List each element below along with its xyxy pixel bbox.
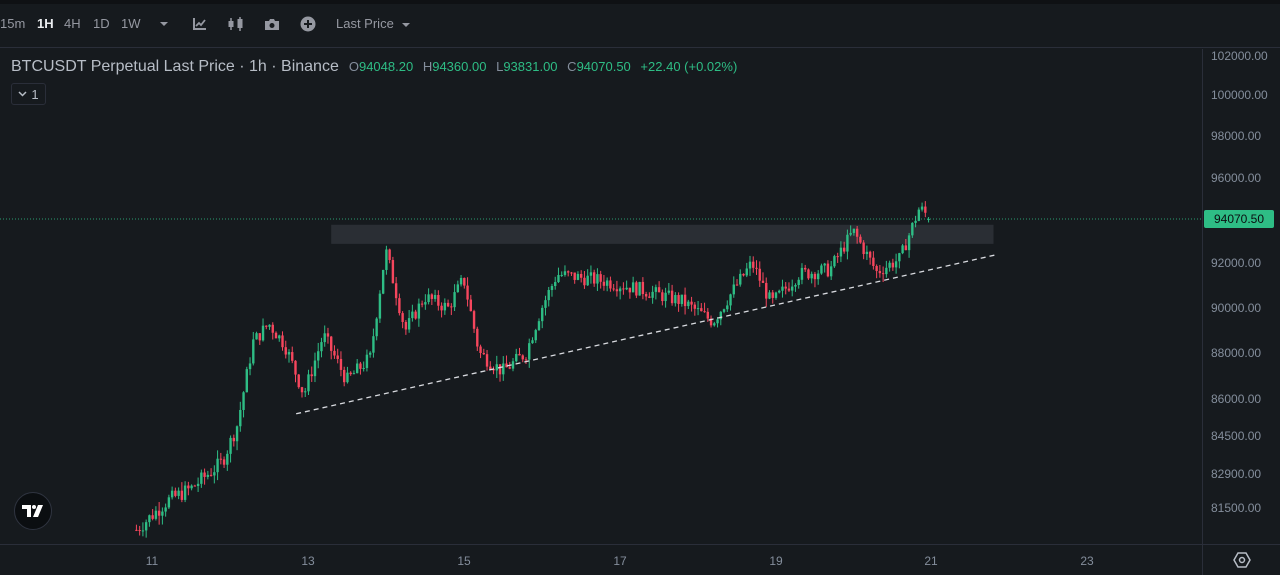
price-tick-label: 102000.00 <box>1211 49 1268 63</box>
symbol-title: BTCUSDT Perpetual Last Price · 1h · Bina… <box>11 58 339 75</box>
price-tick-label: 81500.00 <box>1211 501 1262 515</box>
plus-circle-icon[interactable] <box>298 14 318 34</box>
tradingview-icon <box>22 505 43 517</box>
candlestick-chart[interactable] <box>0 49 1202 544</box>
interval-4h[interactable]: 4H <box>64 16 81 31</box>
settings-hexagon-icon <box>1232 552 1251 568</box>
interval-1h[interactable]: 1H <box>37 16 54 31</box>
price-tick-label: 100000.00 <box>1211 88 1268 102</box>
price-tick-label: 84500.00 <box>1211 429 1262 443</box>
time-tick-label: 19 <box>769 554 783 568</box>
collapse-indicators-button[interactable]: 1 <box>11 83 46 105</box>
price-source-dropdown[interactable]: Last Price <box>336 14 411 34</box>
chart-toolbar: 15m 1H 4H 1D 1W Last Price <box>0 0 1280 48</box>
price-tick-label: 82900.00 <box>1211 467 1262 481</box>
low-value: 93831.00 <box>503 59 558 74</box>
chart-pane[interactable] <box>0 49 1202 544</box>
candlestick-icon[interactable] <box>226 14 246 34</box>
interval-1d[interactable]: 1D <box>93 16 110 31</box>
last-price-tag: 94070.50 <box>1204 210 1274 228</box>
price-axis[interactable]: 102000.00 100000.00 98000.00 96000.00 92000.… <box>1202 49 1280 544</box>
time-tick-label: 15 <box>457 554 471 568</box>
chevron-down-icon <box>18 91 27 97</box>
time-tick-label: 13 <box>301 554 315 568</box>
interval-1w[interactable]: 1W <box>121 16 141 31</box>
price-source-label: Last Price <box>336 16 394 31</box>
price-tick-label: 96000.00 <box>1211 171 1262 185</box>
caret-down-icon <box>402 22 411 27</box>
indicators-chart-icon[interactable] <box>190 14 210 34</box>
ohlc-values: O94048.20 H94360.00 L93831.00 C94070.50 … <box>348 59 738 74</box>
interval-15m[interactable]: 15m <box>0 16 26 31</box>
time-tick-label: 17 <box>613 554 627 568</box>
high-value: 94360.00 <box>432 59 487 74</box>
time-tick-label: 21 <box>924 554 938 568</box>
price-tick-label: 92000.00 <box>1211 256 1262 270</box>
indicator-count: 1 <box>31 86 39 102</box>
open-value: 94048.20 <box>358 59 414 74</box>
close-value: 94070.50 <box>576 59 631 74</box>
tradingview-logo[interactable] <box>14 492 52 530</box>
candles <box>135 201 930 538</box>
price-tick-label: 88000.00 <box>1211 346 1262 360</box>
camera-icon[interactable] <box>262 14 282 34</box>
caret-down-icon[interactable] <box>154 14 174 34</box>
change-value: +22.40 (+0.02%) <box>640 59 738 74</box>
price-tick-label: 86000.00 <box>1211 392 1262 406</box>
chart-settings-button[interactable] <box>1202 544 1280 575</box>
time-tick-label: 11 <box>145 554 159 568</box>
time-axis[interactable]: 11 13 15 17 19 21 23 <box>0 544 1202 575</box>
ascending-trendline[interactable] <box>296 253 998 415</box>
time-tick-label: 23 <box>1080 554 1094 568</box>
price-tick-label: 90000.00 <box>1211 301 1262 315</box>
chart-legend: BTCUSDT Perpetual Last Price · 1h · Bina… <box>11 58 737 76</box>
resistance-zone[interactable] <box>331 224 994 244</box>
price-tick-label: 98000.00 <box>1211 129 1262 143</box>
